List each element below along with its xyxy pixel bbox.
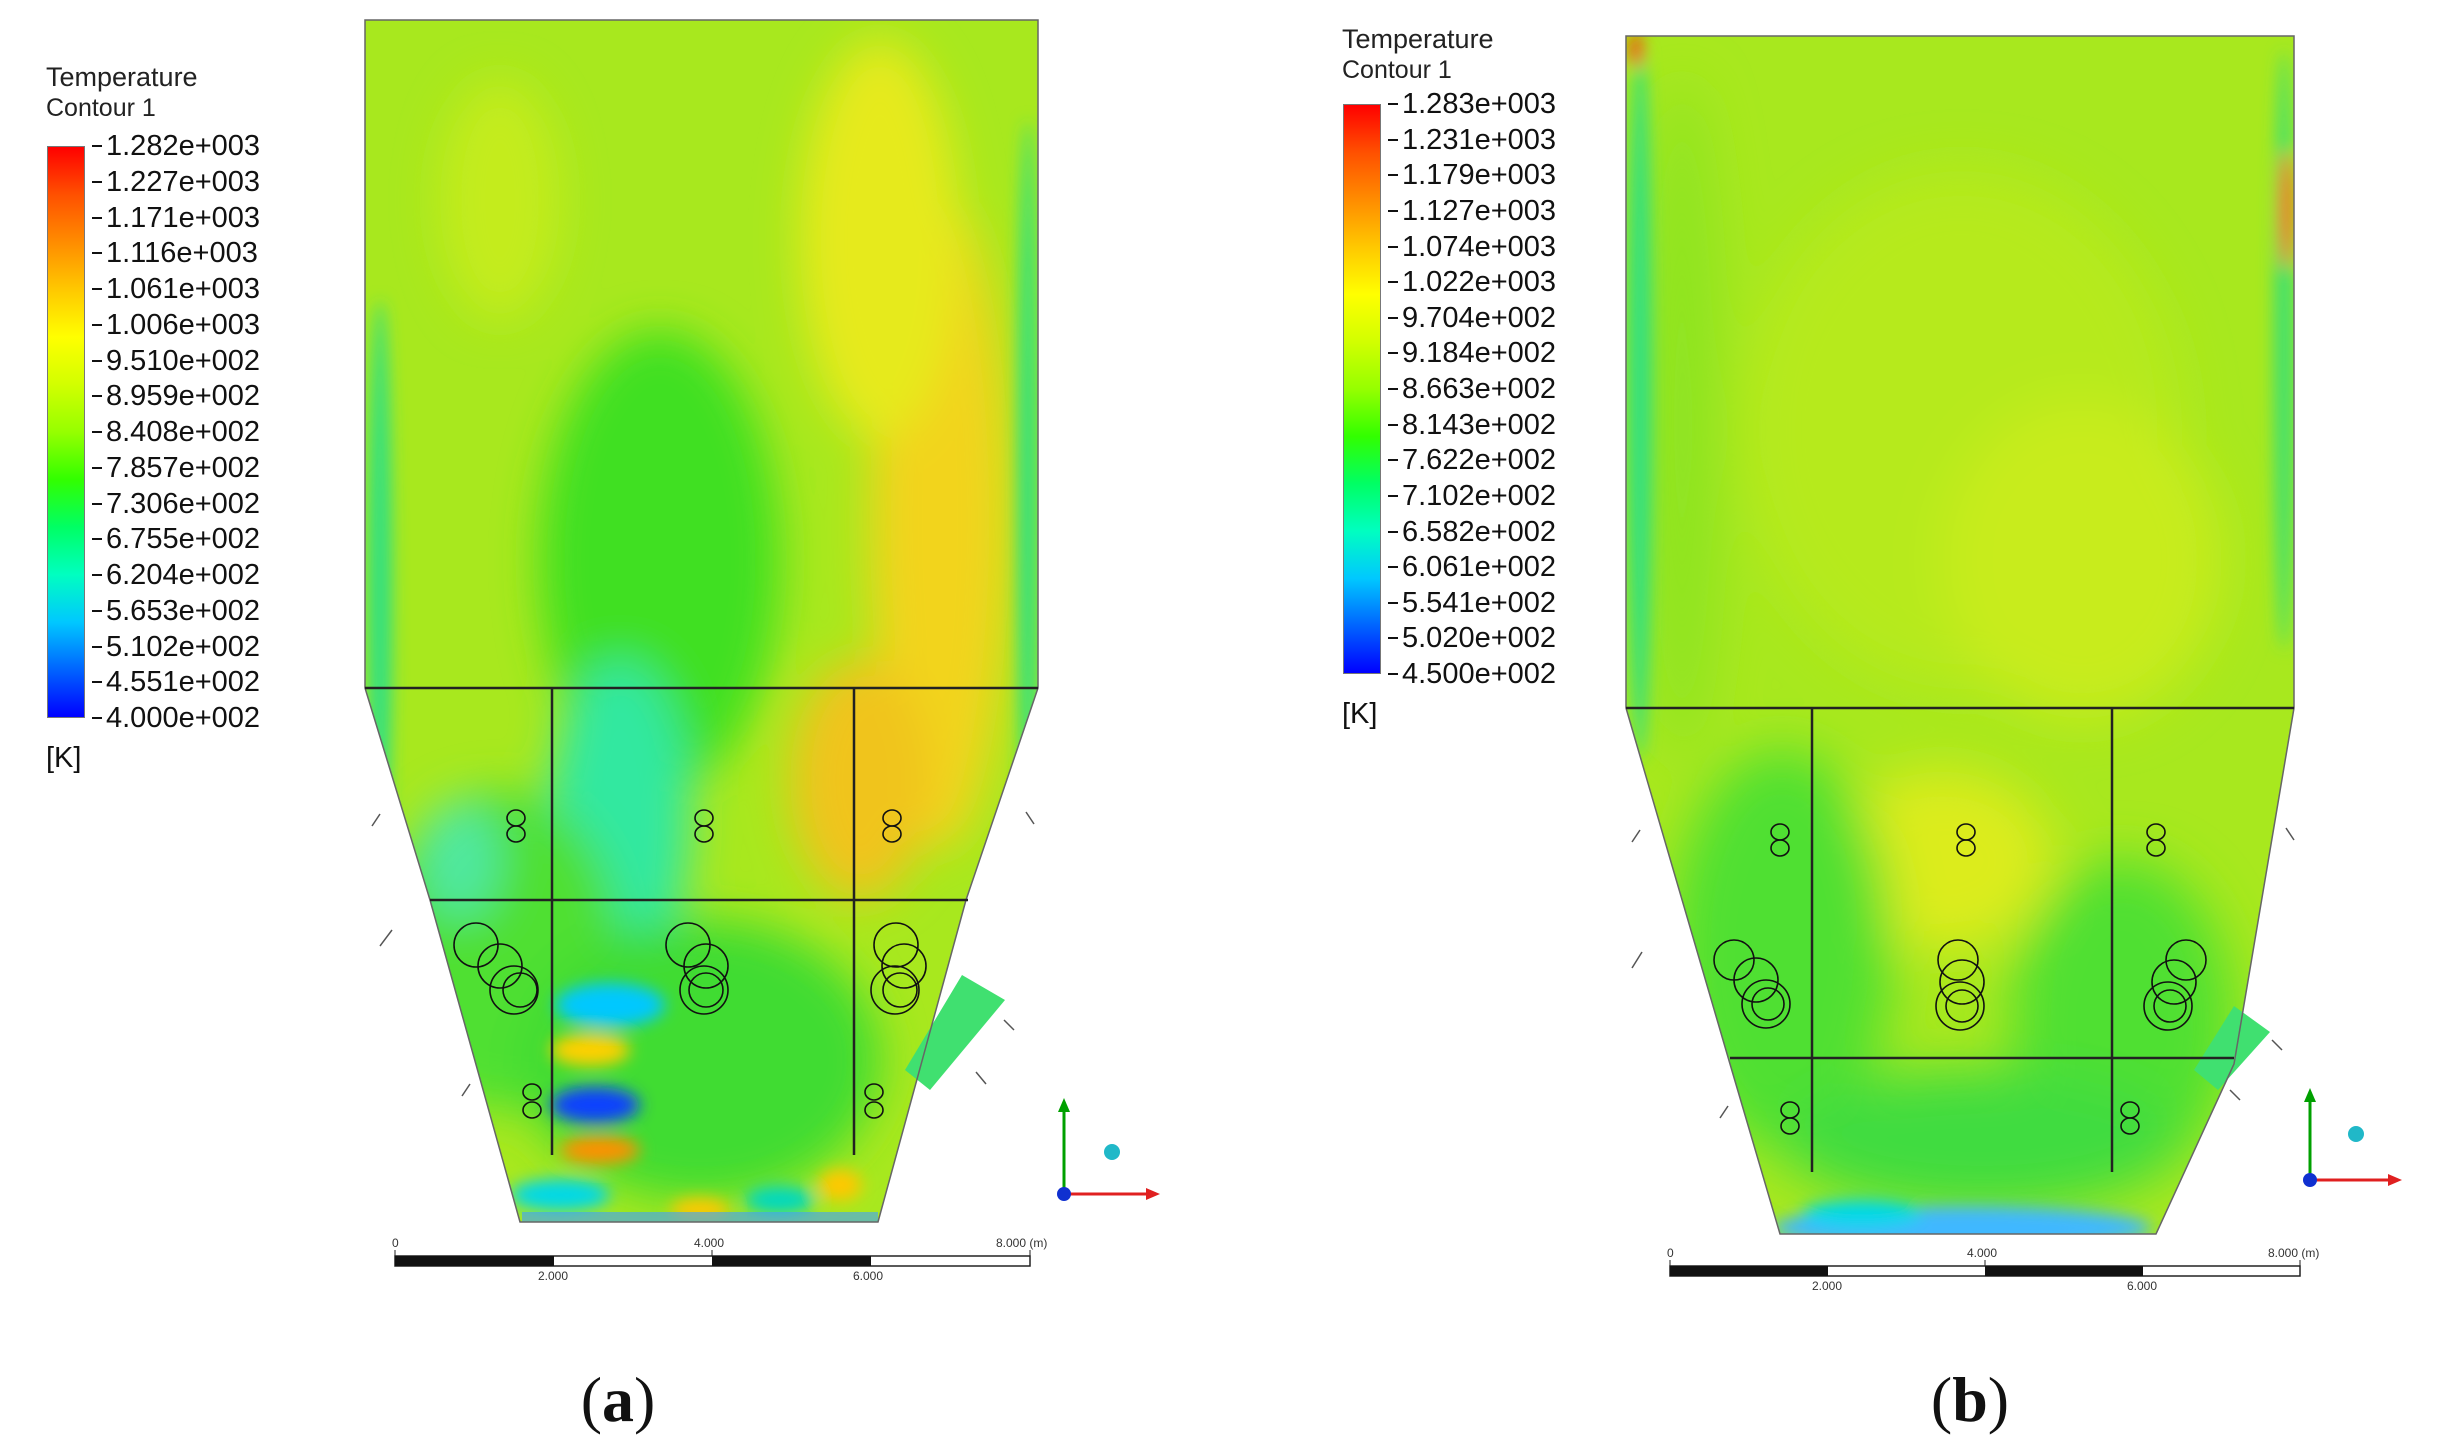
legend-title: Temperature — [1342, 24, 1494, 54]
colorbar-tick-label: 1.116e+003 — [92, 237, 258, 270]
axes-triad — [2303, 1088, 2402, 1187]
unit-label: [K] — [1342, 698, 1378, 730]
scale-label-6: 6.000 — [2127, 1279, 2157, 1293]
axes-triad — [1057, 1098, 1160, 1201]
contour-field — [1626, 36, 2294, 1234]
legend-subtitle: Contour 1 — [46, 94, 156, 122]
panel-a: Temperature Contour 1 1.282e+003 1.227e+0… — [0, 0, 1222, 1444]
legend-title: Temperature — [46, 62, 198, 92]
colorbar-tick-label: 1.127e+003 — [1387, 194, 1557, 227]
colorbar-tick-label: 1.006e+003 — [91, 308, 261, 341]
colorbar-tick-label: 1.022e+003 — [1387, 266, 1557, 299]
panel-b: Temperature Contour 1 1.283e+003 1.231e+0… — [1222, 0, 2444, 1444]
colorbar-tick-label: 1.227e+003 — [91, 165, 261, 198]
scale-label-6: 6.000 — [853, 1269, 883, 1283]
colorbar-tick-label: 9.704e+002 — [1387, 301, 1557, 334]
burner-ports — [453, 809, 927, 1119]
colorbar-tick-label: 4.000e+002 — [91, 702, 261, 734]
tick-marks — [1631, 827, 2295, 1119]
colorbar-tick-label: 5.541e+002 — [1387, 586, 1557, 619]
tick-marks — [371, 811, 1035, 1097]
colorbar-tick-label: 6.582e+002 — [1387, 515, 1557, 548]
colorbar — [47, 146, 85, 718]
colorbar-tick-label: 1.074e+003 — [1387, 230, 1557, 263]
scale-label-0: 0 — [392, 1236, 399, 1250]
scale-label-2: 2.000 — [538, 1269, 568, 1283]
colorbar-tick-label: 8.143e+002 — [1387, 408, 1557, 441]
legend-subtitle: Contour 1 — [1342, 56, 1452, 84]
temperature-contour-plot: 0 4.000 8.000 (m) 2.000 6.000 — [364, 19, 1160, 1283]
colorbar-tick-label: 1.171e+003 — [91, 201, 261, 234]
colorbar-tick-label: 5.653e+002 — [91, 594, 261, 627]
colorbar-tick-label: 1.231e+003 — [1387, 123, 1557, 156]
colorbar-tick-label: 4.500e+002 — [1387, 658, 1557, 690]
scale-label-8: 8.000 (m) — [996, 1236, 1047, 1250]
colorbar-tick-label: 5.102e+002 — [91, 630, 261, 663]
scale-label-4: 4.000 — [694, 1236, 724, 1250]
scale-label-2: 2.000 — [1812, 1279, 1842, 1293]
side-duct — [905, 975, 1005, 1090]
side-duct — [2194, 1006, 2270, 1090]
scale-bar: 0 4.000 8.000 (m) 2.000 6.000 — [392, 1236, 1047, 1283]
scale-bar: 0 4.000 8.000 (m) 2.000 6.000 — [1667, 1246, 2319, 1293]
scale-label-4: 4.000 — [1967, 1246, 1997, 1260]
colorbar — [1343, 104, 1381, 674]
colorbar-tick-label: 8.408e+002 — [91, 416, 261, 448]
colorbar-tick-label: 7.857e+002 — [91, 451, 261, 484]
burner-ports — [1713, 823, 2207, 1135]
colorbar-tick-label: 7.102e+002 — [1387, 479, 1557, 512]
colorbar-tick-label: 7.306e+002 — [91, 487, 261, 520]
scale-label-8: 8.000 (m) — [2268, 1246, 2319, 1260]
unit-label: [K] — [46, 742, 82, 774]
panel-caption: (b) — [1930, 1364, 2010, 1435]
colorbar-tick-label: 9.510e+002 — [91, 344, 261, 377]
contour-field — [365, 20, 1038, 1222]
scale-label-0: 0 — [1667, 1246, 1674, 1260]
colorbar-tick-label: 6.755e+002 — [91, 523, 261, 556]
geometry-outline — [364, 19, 1039, 1223]
colorbar-tick-label: 5.020e+002 — [1387, 622, 1557, 655]
colorbar-tick-label: 1.061e+003 — [91, 273, 261, 305]
temperature-contour-plot: 0 4.000 8.000 (m) 2.000 6.000 — [1625, 35, 2402, 1293]
colorbar-tick-label: 1.282e+003 — [91, 130, 261, 162]
colorbar-tick-label: 6.204e+002 — [91, 559, 261, 591]
colorbar-tick-label: 6.061e+002 — [1387, 551, 1557, 584]
colorbar-tick-label: 4.551e+002 — [91, 666, 261, 699]
colorbar-tick-label: 8.663e+002 — [1387, 373, 1557, 405]
colorbar-tick-label: 1.179e+003 — [1387, 159, 1557, 192]
colorbar-tick-label: 9.184e+002 — [1387, 337, 1557, 370]
colorbar-tick-label: 8.959e+002 — [91, 380, 261, 413]
geometry-outline — [1625, 35, 2295, 1235]
panel-caption: (a) — [580, 1364, 656, 1435]
colorbar-tick-label: 7.622e+002 — [1387, 444, 1557, 477]
colorbar-tick-label: 1.283e+003 — [1387, 88, 1557, 120]
